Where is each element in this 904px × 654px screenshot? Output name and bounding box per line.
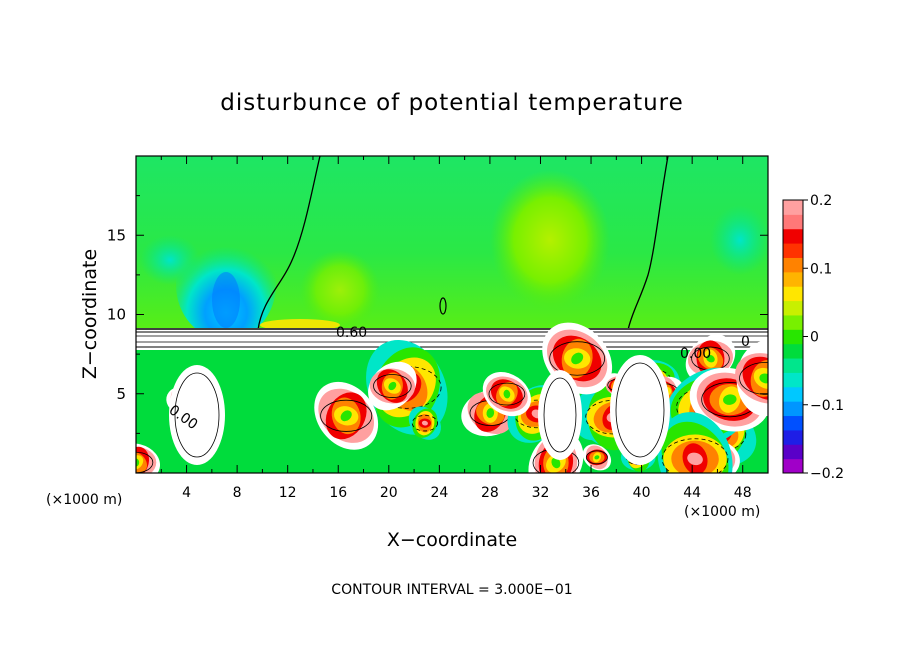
colorbar-swatch [783,358,803,373]
contour-label: 0.00 [680,346,711,362]
colorbar-swatch [783,386,803,402]
plot-area: 0.60 0.00 0.00 0 [136,156,768,473]
x-unit-right: (×1000 m) [684,504,760,520]
eddy-band [706,354,715,363]
colorbar-swatch [783,243,803,258]
eddy-contour [373,374,412,398]
colorbar-tick-label: −0.1 [810,398,844,414]
colorbar-swatch [783,271,803,287]
x-tick-label: 4 [182,485,191,501]
colorbar-swatch [783,314,803,330]
inversion-band [136,328,768,350]
colorbar-swatch [783,286,803,302]
eddy-band [486,408,495,418]
eddy-band [421,420,428,426]
x-tick-label: 48 [734,485,752,501]
eddy-band [687,452,703,466]
colorbar-swatch [783,429,803,445]
contour-label: 0.60 [336,325,367,341]
eddy-contour [661,438,729,473]
colorbar-swatch [783,444,803,460]
eddy-contour [543,377,577,453]
y-tick-label: 10 [107,306,126,324]
zero-contour [257,156,321,331]
chart-title: disturbunce of potential temperature [220,90,684,116]
colorbar-swatch [783,343,803,359]
x-unit-left: (×1000 m) [46,492,122,508]
x-tick-label: 12 [279,485,297,501]
y-tick-label: 5 [116,385,126,403]
colorbar-swatch [783,200,803,215]
x-axis-title: X−coordinate [387,529,517,551]
eddy-contour [411,414,439,432]
colorbar-swatch [783,329,803,345]
eddy-contour [549,341,606,376]
eddy-band [503,389,511,399]
colorbar-tick-label: 0 [810,330,819,346]
eddy-contour [320,399,373,432]
turbulent-eddies [136,322,768,473]
eddy-band [571,352,584,365]
cyan-anomaly-right [710,205,768,275]
zero-contour [627,156,669,331]
eddy-contour [615,362,665,458]
y-axis-title: Z−coordinate [79,249,101,379]
eddy-band [594,455,600,460]
x-tick-label: 24 [430,485,448,501]
x-tick-label: 28 [481,485,499,501]
y-tick-label: 15 [107,226,126,244]
eddy-band [551,457,561,469]
cold-anomaly-core [212,272,240,328]
colorbar [783,200,803,474]
colorbar-ticks: 0.2 0.1 0 −0.1 −0.2 [803,193,844,482]
warm-anomaly [490,170,610,310]
eddy-contour [739,362,768,395]
colorbar-swatch [783,372,803,388]
x-tick-label: 16 [329,485,347,501]
eddy-contour [174,372,220,458]
eddy-band [759,373,768,384]
contour-interval: CONTOUR INTERVAL = 3.000E−01 [331,582,572,598]
colorbar-tick-label: −0.2 [810,466,844,482]
colorbar-swatch [783,214,803,230]
eddy-contour [488,382,526,406]
contour-label: 0 [741,334,750,350]
x-tick-label: 44 [683,485,701,501]
colorbar-tick-label: 0.1 [810,261,832,277]
warm-anomaly-2 [300,250,380,330]
x-axis: 4 8 12 16 20 24 28 32 36 40 44 48 [160,156,752,501]
y-axis: 5 10 15 [107,195,768,434]
colorbar-swatch [783,300,803,316]
x-tick-label: 40 [633,485,651,501]
eddy-band [169,365,225,465]
eddy-band [723,394,737,405]
eddy-contour [585,450,608,465]
x-tick-label: 20 [380,485,398,501]
colorbar-tick-label: 0.2 [810,193,832,209]
zero-contour [439,297,447,315]
eddy-band [610,355,670,465]
colorbar-swatch [783,415,803,431]
x-tick-label: 36 [582,485,600,501]
colorbar-swatch [783,401,803,417]
x-tick-label: 8 [233,485,242,501]
eddy-band [538,370,582,460]
colorbar-swatch [783,257,803,273]
eddy-band [340,410,352,422]
cyan-anomaly-left [140,235,200,285]
x-tick-label: 32 [532,485,550,501]
eddy-band [388,381,397,391]
colorbar-swatch [783,458,803,474]
colorbar-swatch [783,228,803,244]
